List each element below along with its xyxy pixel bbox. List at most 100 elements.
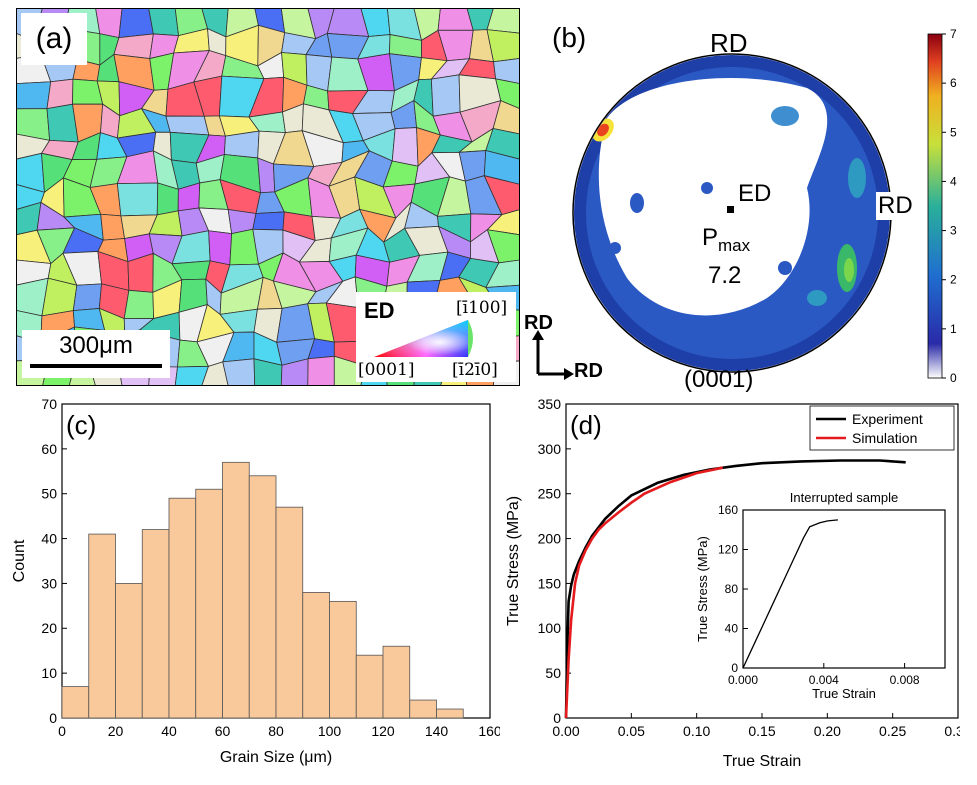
x-tick-label: 0.30	[944, 723, 960, 739]
x-tick-label: 80	[268, 723, 284, 739]
grain	[493, 57, 520, 85]
legend-label: Experiment	[852, 411, 923, 427]
x-tick-label: 0.008	[890, 673, 920, 687]
y-tick-label: 300	[538, 441, 562, 457]
grain	[118, 8, 154, 39]
grain	[46, 78, 74, 110]
pole-figure-right-label: RD	[876, 192, 915, 220]
histogram-bar	[168, 497, 197, 719]
series-line-simulation	[564, 466, 724, 719]
grain	[123, 289, 155, 320]
panel-label-c: (c)	[66, 410, 96, 440]
histogram-bar	[382, 645, 411, 719]
y-tick-label: 40	[725, 622, 739, 636]
pmax-subscript: max	[718, 235, 751, 255]
x-tick-label: 120	[371, 723, 395, 739]
grain	[483, 175, 520, 216]
x-tick-label: 0.00	[552, 723, 579, 739]
grain	[486, 8, 520, 34]
grain	[495, 78, 520, 110]
y-tick-label: 0	[731, 661, 738, 675]
grain	[252, 211, 285, 231]
grain	[485, 259, 520, 288]
panel-label-b: (b)	[552, 22, 587, 53]
grain	[95, 8, 123, 39]
histogram-bar	[141, 529, 170, 719]
histogram-bar	[275, 506, 304, 719]
histogram-bar	[195, 488, 223, 719]
x-axis-label: True Strain	[723, 753, 802, 770]
y-tick-label: 20	[41, 620, 57, 636]
ipf-key-corner-right: [ī2ī0]	[452, 360, 498, 380]
histogram-bar	[222, 461, 250, 719]
sample-axis-right-label: RD	[574, 360, 603, 382]
histogram-bar	[302, 591, 330, 719]
colorbar-tick-label: 5	[950, 125, 957, 139]
pole-figure-colorbar: 0 1 2 3 4 5 6 7	[927, 27, 957, 385]
grain	[486, 229, 520, 264]
panel-a: (a) 300μm ED	[16, 8, 520, 386]
x-tick-label: 0.05	[618, 723, 645, 739]
pole-figure-center-marker	[727, 206, 734, 213]
grain	[391, 127, 419, 167]
colorbar-tick-label: 2	[950, 273, 957, 287]
x-axis-label: Grain Size (μm)	[220, 749, 332, 766]
pole-figure-pmax: Pmax	[702, 224, 750, 256]
x-tick-label: 0.000	[728, 673, 758, 687]
series-line-experiment	[564, 459, 906, 719]
y-tick-label: 50	[545, 665, 561, 681]
y-tick-label: 40	[41, 530, 57, 546]
scale-bar: 300μm	[22, 330, 170, 378]
colorbar-tick-label: 0	[950, 371, 957, 385]
grain	[41, 277, 78, 317]
colorbar-tick-label: 4	[950, 174, 957, 188]
y-tick-label: 30	[41, 575, 57, 591]
grain	[116, 182, 159, 217]
grain	[201, 361, 229, 386]
x-tick-label: 60	[215, 723, 231, 739]
scale-bar-label: 300μm	[59, 332, 133, 359]
x-tick-label: 100	[318, 723, 342, 739]
x-tick-label: 40	[161, 723, 177, 739]
pmax-label: P	[702, 224, 719, 251]
ipf-key-corner-left: [0001]	[358, 360, 415, 380]
grain	[492, 100, 520, 135]
x-tick-label: 0.25	[879, 723, 906, 739]
x-tick-label: 0.20	[814, 723, 841, 739]
y-axis-label: True Stress (MPa)	[505, 496, 522, 626]
y-tick-label: 100	[538, 620, 562, 636]
scale-bar-line	[30, 364, 162, 368]
x-tick-label: 160	[478, 723, 500, 739]
y-tick-label: 60	[41, 441, 57, 457]
grain	[208, 230, 233, 266]
pole-figure-center-label: ED	[738, 180, 772, 207]
grain-mosaic	[16, 8, 520, 386]
x-tick-label: 0.15	[748, 723, 775, 739]
x-tick-label: 0.10	[683, 723, 710, 739]
legend	[809, 405, 955, 451]
grain	[222, 358, 256, 386]
y-tick-label: 160	[718, 503, 738, 517]
inset-series-line	[742, 519, 838, 669]
histogram-bar	[409, 699, 437, 719]
histogram-bar	[329, 600, 357, 719]
sample-axis-up-label: RD	[524, 312, 553, 334]
y-tick-label: 0	[49, 710, 57, 726]
grain	[72, 283, 103, 312]
ipf-key: ED [ī100]	[356, 292, 516, 382]
stress-strain-chart: 0.00 0.05 0.10 0.15 0.20 0.25 0.30 0 50 100 150 200…	[505, 396, 960, 770]
grain	[430, 74, 461, 117]
pole-figure-top-label: RD	[710, 28, 748, 58]
y-tick-label: 0	[553, 710, 561, 726]
ipf-key-title: ED	[364, 298, 395, 323]
y-tick-label: 350	[538, 396, 562, 412]
histogram-bar	[115, 583, 143, 719]
histogram-bars	[61, 461, 464, 719]
grain	[483, 150, 520, 185]
x-axis-label: True Strain	[812, 686, 876, 701]
panel-label-d: (d)	[570, 410, 602, 440]
x-tick-label: 0	[58, 723, 66, 739]
y-tick-label: 120	[718, 543, 738, 557]
colorbar-tick-label: 3	[950, 224, 957, 238]
grain	[174, 365, 210, 386]
